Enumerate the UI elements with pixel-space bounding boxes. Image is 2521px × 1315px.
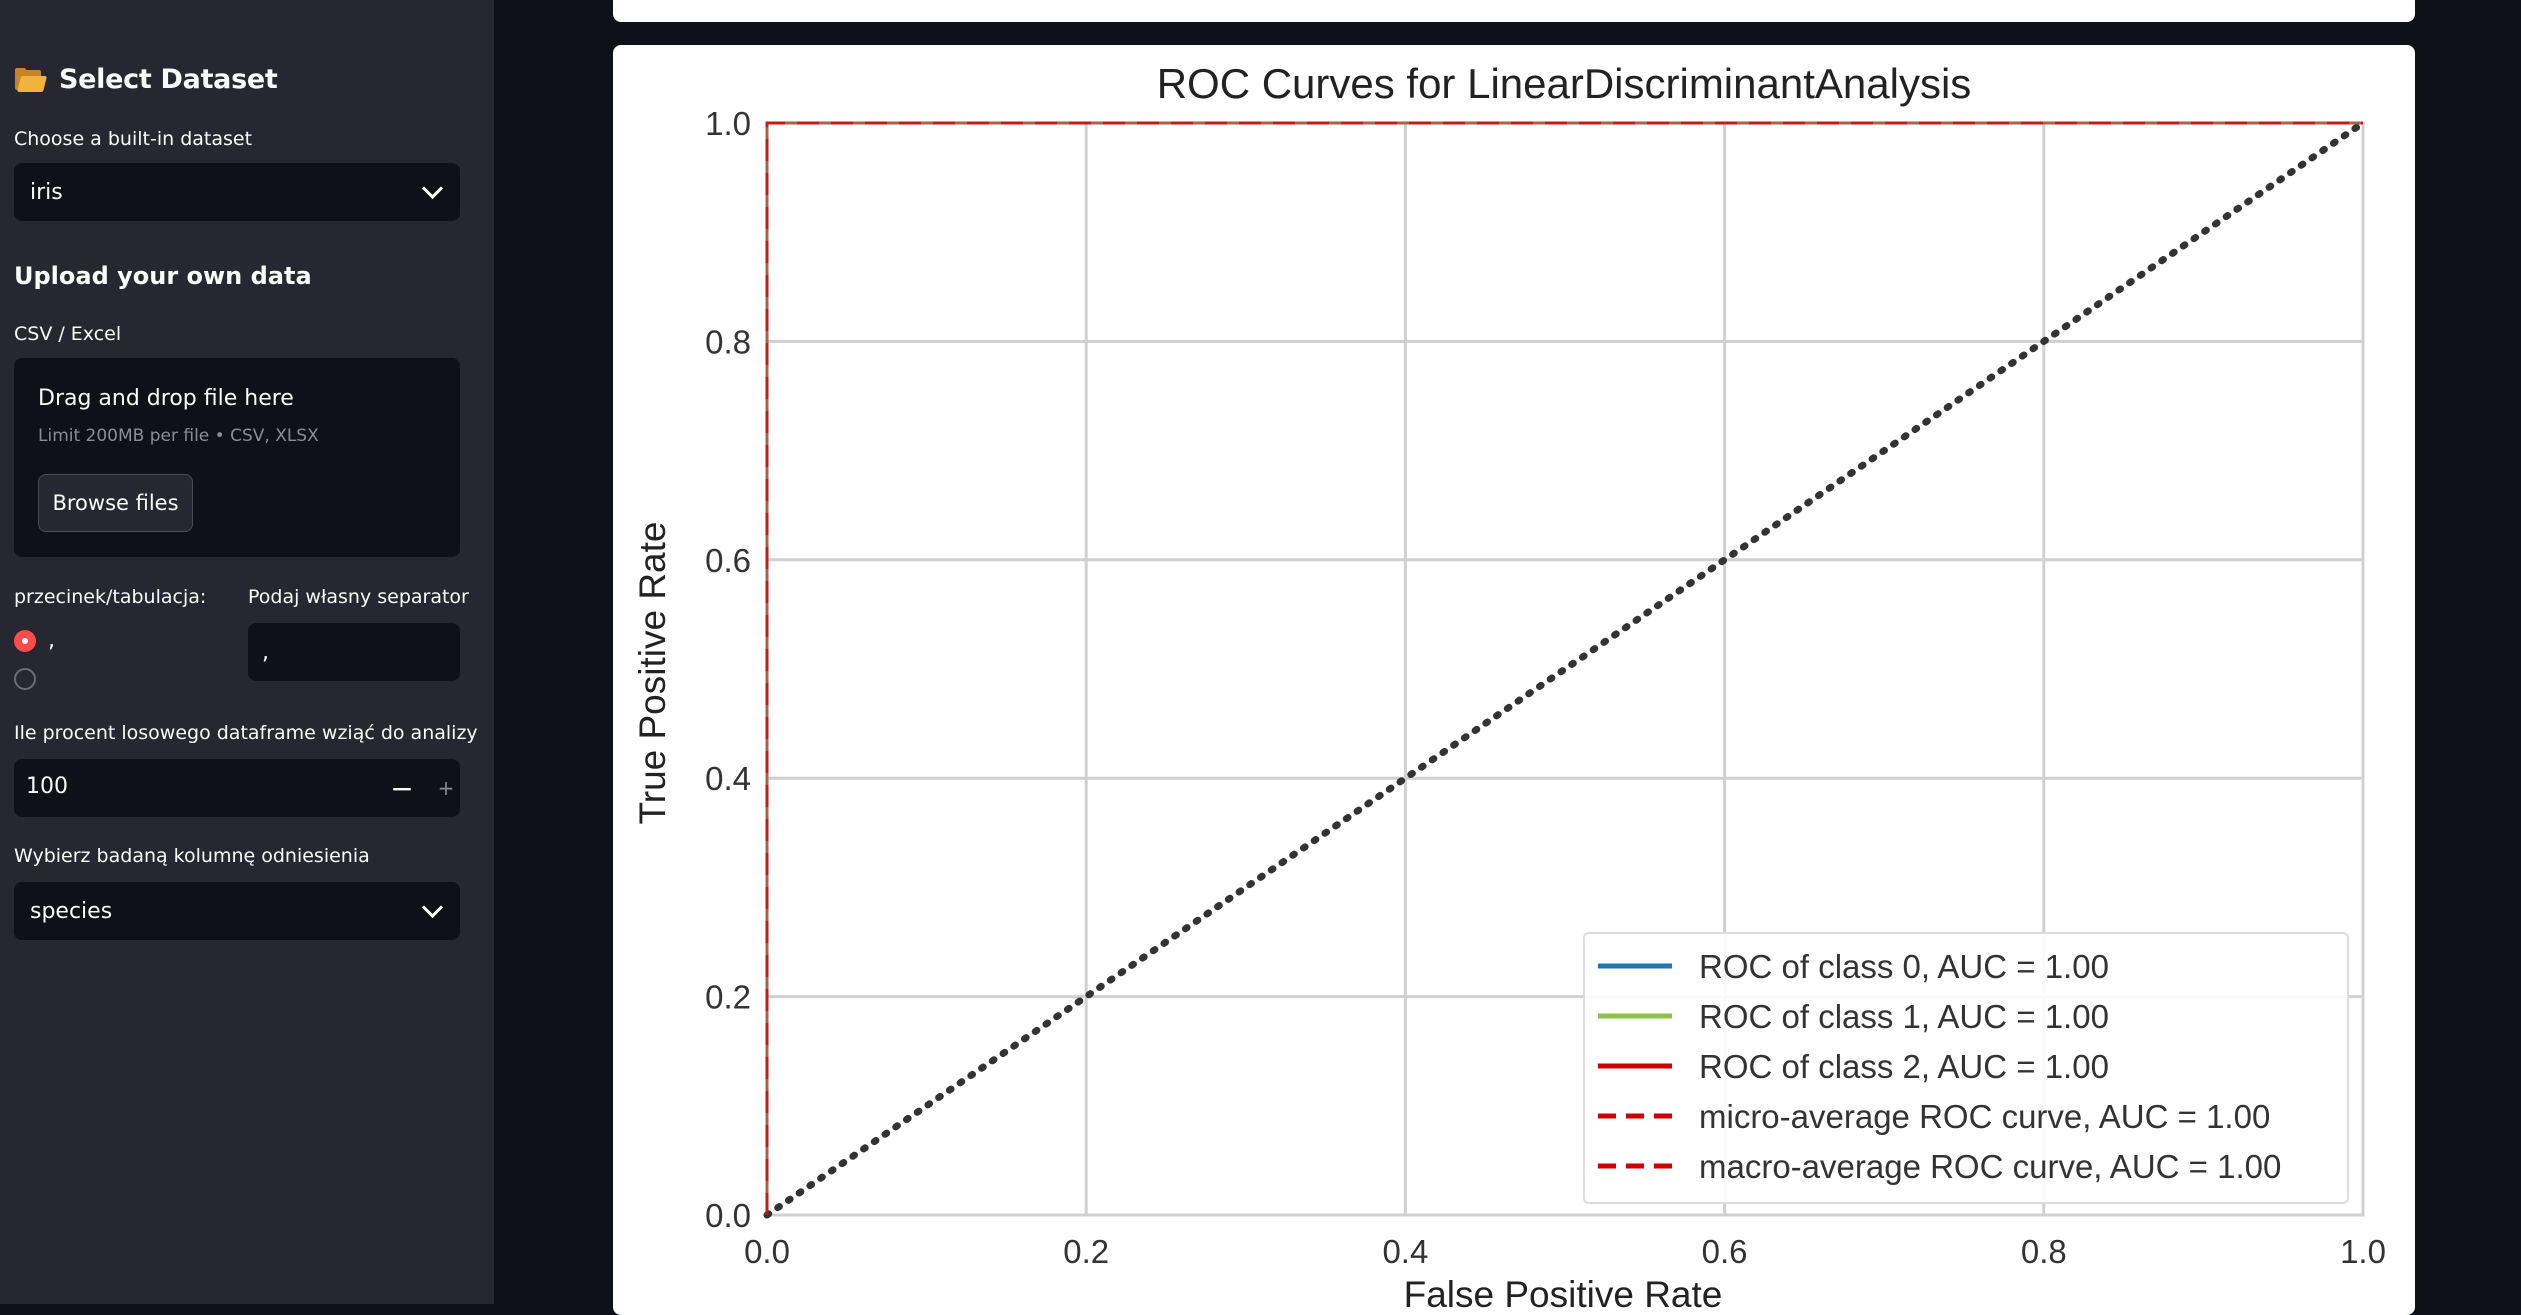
y-tick-label: 1.0 xyxy=(705,105,751,142)
custom-separator-input[interactable]: , xyxy=(248,623,460,681)
upload-section-title: Upload your own data xyxy=(14,262,312,290)
separator-label: przecinek/tabulacja: xyxy=(14,586,207,608)
upload-limit-text: Limit 200MB per file • CSV, XLSX xyxy=(38,426,319,446)
legend-entry: micro-average ROC curve, AUC = 1.00 xyxy=(1699,1098,2270,1135)
roc-series-line-2 xyxy=(765,121,2363,1215)
target-column-select[interactable]: species xyxy=(14,882,460,940)
dataset-select[interactable]: iris xyxy=(14,163,460,221)
x-tick-label: 0.2 xyxy=(1063,1233,1109,1270)
target-column-label: Wybierz badaną kolumnę odniesienia xyxy=(14,845,370,867)
target-column-value: species xyxy=(30,898,113,924)
legend-entry: macro-average ROC curve, AUC = 1.00 xyxy=(1699,1148,2281,1185)
separator-radio-comma-label: , xyxy=(48,628,55,653)
percent-value: 100 xyxy=(26,774,68,799)
increment-button[interactable]: + xyxy=(437,776,455,800)
custom-separator-label: Podaj własny separator xyxy=(248,586,469,608)
percent-label: Ile procent losowego dataframe wziąć do … xyxy=(14,722,478,744)
legend-entry: ROC of class 2, AUC = 1.00 xyxy=(1699,1048,2109,1085)
x-tick-label: 1.0 xyxy=(2340,1233,2386,1270)
custom-separator-value: , xyxy=(262,639,269,665)
roc-series-line-4 xyxy=(765,121,2363,1215)
roc-chart-card: ROC Curves for LinearDiscriminantAnalysi… xyxy=(613,45,2415,1315)
y-axis-label: True Positive Rate xyxy=(632,522,673,825)
y-tick-label: 0.4 xyxy=(705,760,751,797)
percent-number-input[interactable]: 100 − + xyxy=(14,759,460,817)
x-tick-label: 0.8 xyxy=(2021,1233,2067,1270)
sidebar-header: Select Dataset xyxy=(15,64,278,95)
x-tick-label: 0.6 xyxy=(1702,1233,1748,1270)
legend-entry: ROC of class 0, AUC = 1.00 xyxy=(1699,948,2109,985)
chance-diagonal-line xyxy=(763,119,2367,1219)
roc-series-line-3 xyxy=(765,121,2363,1215)
dataset-label: Choose a built-in dataset xyxy=(14,128,253,150)
y-tick-label: 0.6 xyxy=(705,542,751,579)
browse-files-button[interactable]: Browse files xyxy=(38,474,193,532)
roc-chart: ROC Curves for LinearDiscriminantAnalysi… xyxy=(632,60,2386,1315)
separator-radio-tab[interactable] xyxy=(14,668,36,690)
sidebar: Select Dataset Choose a built-in dataset… xyxy=(0,0,494,1304)
file-uploader-dropzone[interactable]: Drag and drop file here Limit 200MB per … xyxy=(14,358,460,557)
y-tick-label: 0.0 xyxy=(705,1197,751,1234)
decrement-button[interactable]: − xyxy=(390,771,414,805)
x-tick-label: 0.4 xyxy=(1382,1233,1428,1270)
dataset-select-value: iris xyxy=(30,179,63,205)
legend-entry: ROC of class 1, AUC = 1.00 xyxy=(1699,998,2109,1035)
previous-output-block xyxy=(613,0,2415,22)
y-tick-label: 0.2 xyxy=(705,979,751,1016)
legend-box xyxy=(1583,932,2349,1204)
upload-label: CSV / Excel xyxy=(14,323,122,345)
chart-title: ROC Curves for LinearDiscriminantAnalysi… xyxy=(1157,60,1972,107)
y-tick-label: 0.8 xyxy=(705,323,751,360)
x-axis-label: False Positive Rate xyxy=(1404,1274,1723,1315)
sidebar-title: Select Dataset xyxy=(59,64,278,95)
roc-series-line-0 xyxy=(765,121,2363,1215)
chart-legend: ROC of class 0, AUC = 1.00 ROC of class 1… xyxy=(1583,932,2349,1204)
separator-radio-comma[interactable] xyxy=(14,630,36,652)
drag-drop-text: Drag and drop file here xyxy=(38,386,294,411)
chevron-down-icon xyxy=(421,896,444,918)
x-tick-label: 0.0 xyxy=(744,1233,790,1270)
folder-icon xyxy=(15,67,47,92)
roc-series-line-1 xyxy=(765,121,2363,1215)
chevron-down-icon xyxy=(421,177,444,199)
